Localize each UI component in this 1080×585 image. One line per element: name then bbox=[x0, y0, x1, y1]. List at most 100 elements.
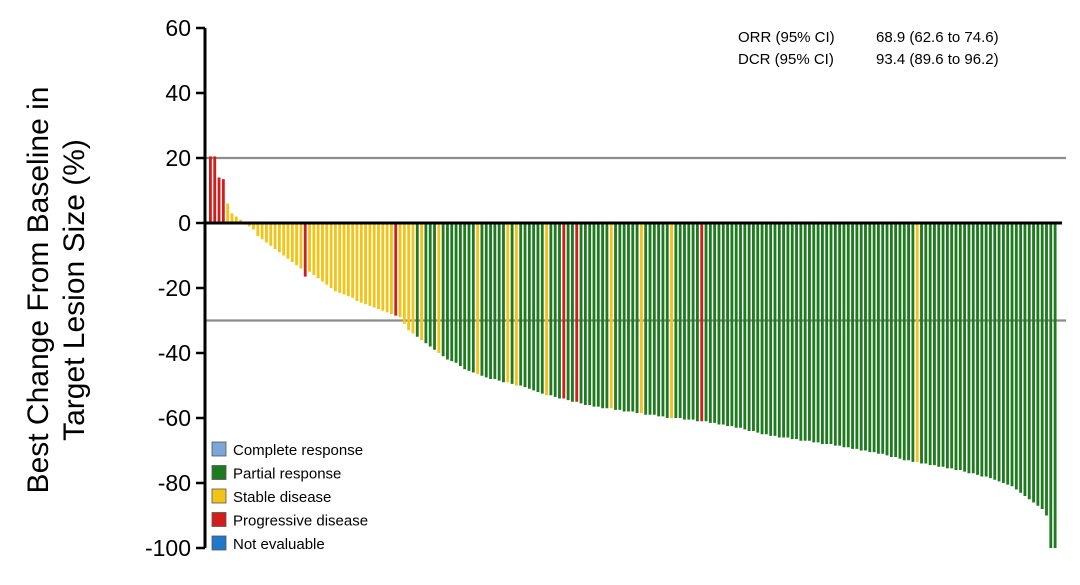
bar bbox=[234, 216, 238, 223]
y-tick-label: -80 bbox=[158, 470, 191, 496]
bar bbox=[489, 223, 492, 379]
bar bbox=[691, 223, 695, 420]
bar bbox=[484, 223, 488, 378]
bar bbox=[571, 223, 574, 402]
bar bbox=[786, 223, 790, 438]
bar bbox=[717, 223, 721, 425]
bar bbox=[997, 223, 1001, 482]
bar bbox=[842, 223, 846, 448]
stats-block: ORR (95% CI) 68.9 (62.6 to 74.6) DCR (95… bbox=[738, 29, 999, 68]
bar bbox=[532, 223, 536, 391]
bar bbox=[894, 223, 898, 457]
bar bbox=[213, 156, 217, 224]
bar bbox=[1040, 223, 1044, 509]
orr-label: ORR (95% CI) bbox=[738, 29, 835, 46]
bar bbox=[963, 223, 967, 472]
bar bbox=[976, 223, 979, 475]
bar bbox=[665, 223, 669, 418]
bar bbox=[989, 223, 992, 479]
bar bbox=[864, 223, 867, 451]
bar bbox=[1006, 223, 1010, 485]
bar bbox=[260, 223, 264, 240]
y-tick-label: 60 bbox=[165, 15, 191, 41]
bar bbox=[700, 223, 704, 422]
bar bbox=[415, 223, 419, 337]
bar bbox=[980, 223, 984, 477]
bar bbox=[536, 223, 540, 392]
bar bbox=[816, 223, 820, 443]
bar bbox=[967, 223, 971, 474]
legend-swatch bbox=[211, 512, 227, 527]
bar bbox=[372, 223, 376, 308]
bar bbox=[286, 223, 290, 259]
bar bbox=[467, 223, 471, 371]
bar bbox=[480, 223, 484, 376]
bar bbox=[752, 223, 755, 431]
dcr-value: 93.4 (89.6 to 96.2) bbox=[876, 51, 999, 68]
bar bbox=[303, 223, 307, 277]
bar bbox=[390, 223, 393, 314]
bar bbox=[661, 223, 665, 417]
y-tick-label: -60 bbox=[158, 405, 191, 431]
bar bbox=[338, 223, 342, 293]
bar bbox=[872, 223, 876, 453]
y-axis-label-line2: Target Lesion Size (%) bbox=[58, 139, 91, 441]
bar bbox=[553, 223, 557, 397]
bar bbox=[411, 223, 415, 334]
y-axis-label-line1: Best Change From Baseline in bbox=[22, 87, 55, 494]
bar bbox=[377, 223, 380, 310]
bar bbox=[795, 223, 798, 440]
bar bbox=[562, 223, 566, 399]
bar bbox=[523, 223, 527, 388]
bar bbox=[639, 223, 643, 414]
bar bbox=[1027, 223, 1031, 500]
bar bbox=[497, 223, 501, 381]
bar bbox=[760, 223, 764, 435]
bar bbox=[256, 223, 260, 236]
bar bbox=[876, 223, 880, 454]
bar bbox=[381, 223, 385, 311]
bar bbox=[230, 213, 234, 223]
bar bbox=[708, 223, 712, 423]
bar bbox=[954, 223, 958, 470]
bar bbox=[420, 223, 424, 340]
bar bbox=[295, 223, 299, 266]
bar bbox=[282, 223, 286, 256]
bar bbox=[454, 223, 458, 363]
legend-label: Stable disease bbox=[233, 489, 331, 506]
bar bbox=[463, 223, 467, 370]
bar bbox=[928, 223, 932, 466]
bar bbox=[549, 223, 553, 396]
bar bbox=[1036, 223, 1040, 506]
bar bbox=[359, 223, 363, 303]
bar bbox=[782, 223, 786, 438]
bar bbox=[333, 223, 337, 292]
bar bbox=[631, 223, 635, 412]
bar bbox=[635, 223, 639, 414]
bar bbox=[846, 223, 850, 448]
bar bbox=[881, 223, 885, 454]
legend-label: Partial response bbox=[233, 466, 341, 483]
dcr-label: DCR (95% CI) bbox=[738, 51, 834, 68]
bar bbox=[269, 223, 273, 246]
bar bbox=[825, 223, 829, 444]
bar bbox=[721, 223, 725, 425]
bar bbox=[911, 223, 915, 462]
bar bbox=[945, 223, 949, 469]
bar bbox=[941, 223, 945, 467]
bar bbox=[433, 223, 436, 350]
bar bbox=[726, 223, 729, 427]
bar bbox=[764, 223, 768, 435]
legend-label: Progressive disease bbox=[233, 513, 368, 530]
bar bbox=[385, 223, 389, 313]
bar bbox=[450, 223, 454, 362]
bar bbox=[239, 219, 243, 223]
bar bbox=[614, 223, 617, 410]
bar bbox=[739, 223, 742, 428]
bar bbox=[428, 223, 432, 347]
bar bbox=[514, 223, 518, 386]
bar bbox=[217, 177, 221, 223]
axes-group: 60 40 20 0 -20 -40 -60 -80 -100 bbox=[145, 15, 1062, 561]
bar bbox=[407, 223, 411, 331]
